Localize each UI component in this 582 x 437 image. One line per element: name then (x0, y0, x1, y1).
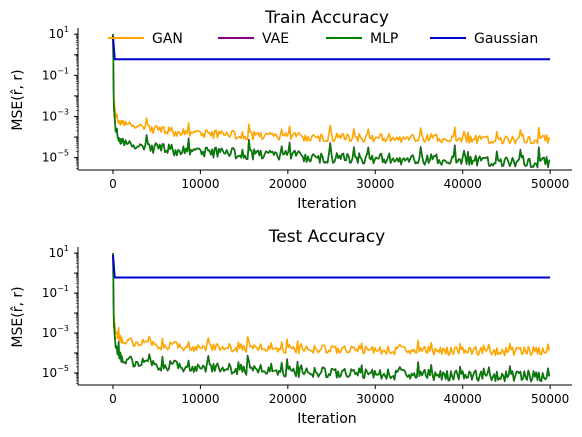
x-tick-label: 0 (109, 177, 117, 191)
y-tick-label: 10−1 (42, 66, 69, 82)
series-line-mlp (112, 34, 551, 168)
series-line-vae (112, 253, 551, 383)
x-tick-label: 10000 (181, 392, 219, 406)
x-tick-label: 30000 (356, 392, 394, 406)
y-tick-label: 10−1 (42, 284, 69, 300)
x-tick-label: 20000 (269, 177, 307, 191)
series-line-gaussian (112, 36, 551, 61)
legend-label-gan: GAN (152, 31, 183, 47)
legend-label-mlp: MLP (370, 31, 398, 47)
legend-label-gaussian: Gaussian (474, 31, 538, 47)
x-tick-label: 10000 (181, 177, 219, 191)
legend: GAN VAE MLP Gaussian (108, 31, 538, 47)
y-tick-label: 10−5 (42, 364, 69, 380)
y-tick-label: 10−3 (42, 107, 69, 123)
y-tick-label: 10−5 (42, 149, 69, 165)
x-tick-label: 20000 (269, 392, 307, 406)
series-line-gan (112, 253, 551, 357)
legend-label-vae: VAE (262, 31, 289, 47)
x-tick-label: 50000 (531, 177, 569, 191)
x-axis-label: Iteration (297, 411, 356, 427)
y-tick-label: 101 (49, 25, 69, 41)
x-tick-label: 40000 (444, 177, 482, 191)
y-tick-label: 10−3 (42, 324, 69, 340)
x-axis-label: Iteration (297, 196, 356, 212)
x-tick-label: 40000 (444, 392, 482, 406)
chart-title: Train Accuracy (264, 8, 389, 28)
panel-test: Test Accuracy 0 10000 20000 30000 40000 50000 1… (10, 227, 572, 427)
x-tick-label: 0 (109, 392, 117, 406)
chart-title: Test Accuracy (268, 227, 386, 247)
panel-train: Train Accuracy 0 10000 20000 30000 40000 50000… (10, 8, 572, 212)
y-axis-label: MSE(r̂, r) (10, 286, 26, 347)
y-tick-label: 101 (49, 244, 69, 260)
x-tick-label: 30000 (356, 177, 394, 191)
series-line-mlp (112, 253, 551, 383)
series-line-gan (112, 34, 551, 145)
x-tick-label: 50000 (531, 392, 569, 406)
series-line-gaussian (112, 254, 551, 279)
y-axis-label: MSE(r̂, r) (10, 69, 26, 130)
